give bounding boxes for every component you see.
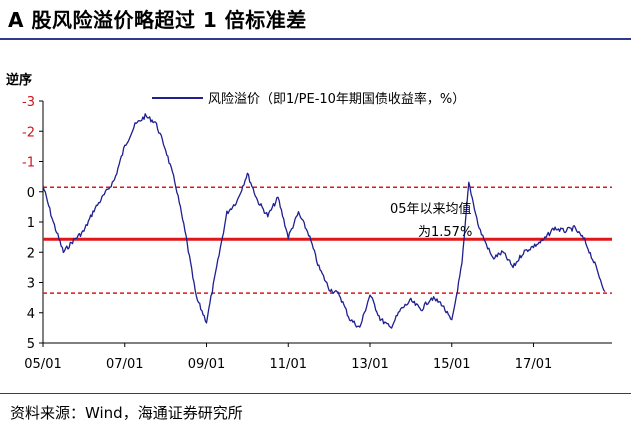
reference-lines — [43, 186, 612, 294]
y-tick-label: -1 — [22, 156, 35, 171]
y-tick-label: -3 — [22, 95, 35, 110]
chart-frame: 逆序 — [6, 72, 612, 344]
page-title: A 股风险溢价略超过 1 倍标准差 — [8, 8, 307, 32]
annotation-line-2: 为1.57% — [418, 225, 472, 240]
y-tick-label: 0 — [27, 186, 35, 201]
x-tick-label: 17/01 — [515, 357, 552, 372]
chart-legend: 风险溢价（即1/PE-10年期国债收益率，%） — [152, 91, 465, 107]
y-tick-label: 2 — [27, 246, 35, 261]
y-tick-label: 3 — [27, 277, 35, 292]
y-tick-label: 1 — [27, 216, 35, 231]
series-group — [42, 113, 606, 329]
x-tick-label: 11/01 — [270, 357, 307, 372]
y-tick-label: 4 — [27, 307, 35, 322]
x-tick-label: 07/01 — [106, 357, 143, 372]
x-tick-label: 15/01 — [433, 357, 470, 372]
risk-premium-chart: 逆序 -3 -2 -1 0 1 2 3 4 5 05/01 07/01 09/01 11/01 13/01… — [6, 72, 612, 372]
y-tick-label: -2 — [22, 125, 35, 140]
y-axis-label: 逆序 — [6, 72, 32, 88]
legend-label: 风险溢价（即1/PE-10年期国债收益率，%） — [208, 91, 465, 107]
annotation-line-1: 05年以来均值 — [390, 201, 472, 217]
series-line-risk-premium — [42, 113, 606, 329]
source-divider — [0, 393, 631, 394]
axis-ticks: -3 -2 -1 0 1 2 3 4 5 05/01 07/01 09/01 11/01 13/01 15/… — [22, 95, 552, 372]
title-divider — [0, 38, 631, 40]
x-tick-label: 09/01 — [188, 357, 225, 372]
source-note: 资料来源：Wind，海通证券研究所 — [10, 404, 243, 422]
x-tick-label: 13/01 — [351, 357, 388, 372]
y-tick-label: 5 — [27, 337, 35, 352]
x-tick-label: 05/01 — [24, 357, 61, 372]
